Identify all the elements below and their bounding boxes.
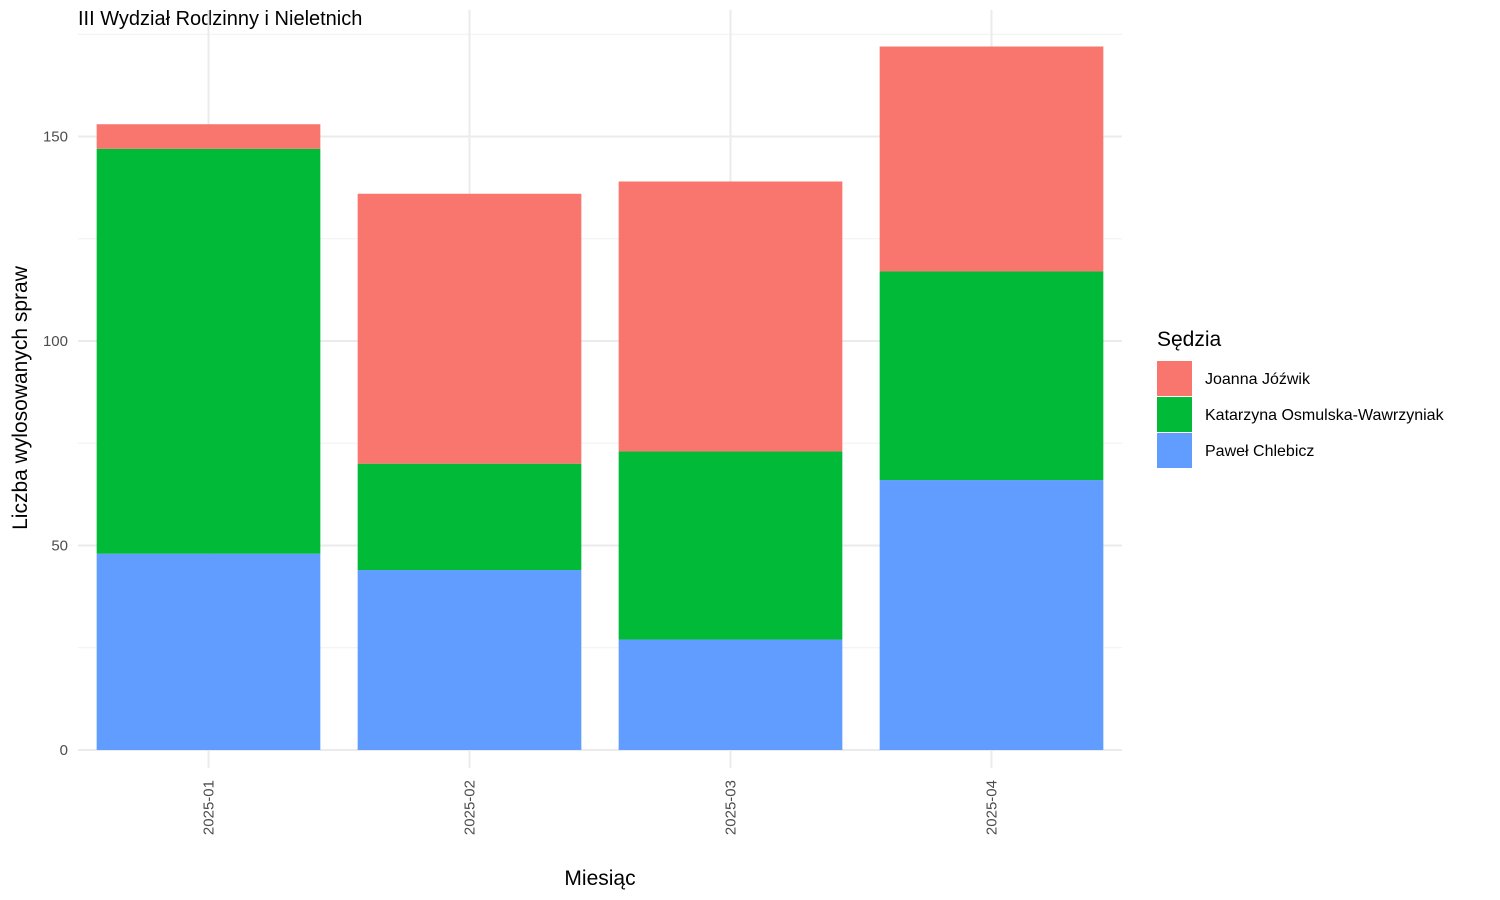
x-tick-label: 2025-01 [201, 780, 218, 835]
bars [96, 46, 1104, 750]
chart-title: III Wydział Rodzinny i Nieletnich [78, 8, 363, 30]
bar-segment [618, 181, 843, 452]
x-tick-label: 2025-03 [723, 780, 740, 835]
bar-segment [618, 639, 843, 750]
bar-segment [96, 124, 321, 149]
legend-label: Joanna Jóźwik [1205, 371, 1311, 388]
bar-segment [96, 148, 321, 554]
bar-segment [357, 463, 582, 571]
x-tick-label: 2025-02 [462, 780, 479, 835]
bar-segment [618, 451, 843, 640]
x-axis-title: Miesiąc [564, 867, 635, 890]
legend-swatch [1157, 433, 1192, 468]
bar-segment [357, 193, 582, 464]
legend: Sędzia Joanna Jóźwik Katarzyna Osmulska-W… [1157, 328, 1445, 468]
bar-segment [96, 553, 321, 750]
legend-label: Katarzyna Osmulska-Wawrzyniak [1205, 407, 1445, 424]
y-tick-label: 50 [51, 538, 68, 555]
x-axis-ticks: 2025-01 2025-02 2025-03 2025-04 [201, 780, 1001, 835]
y-axis-title: Liczba wylosowanych spraw [9, 265, 32, 530]
bar-segment [879, 480, 1104, 750]
legend-label: Paweł Chlebicz [1205, 443, 1314, 460]
x-tick-label: 2025-04 [984, 780, 1001, 835]
bar-segment [879, 271, 1104, 481]
legend-title: Sędzia [1157, 328, 1222, 351]
bar-segment [357, 570, 582, 750]
bar-segment [879, 46, 1104, 272]
legend-swatch [1157, 397, 1192, 432]
legend-swatch [1157, 361, 1192, 396]
y-tick-label: 150 [43, 129, 68, 146]
y-axis-ticks: 0 50 100 150 [43, 129, 68, 760]
y-tick-label: 0 [60, 742, 68, 759]
y-tick-label: 100 [43, 333, 68, 350]
